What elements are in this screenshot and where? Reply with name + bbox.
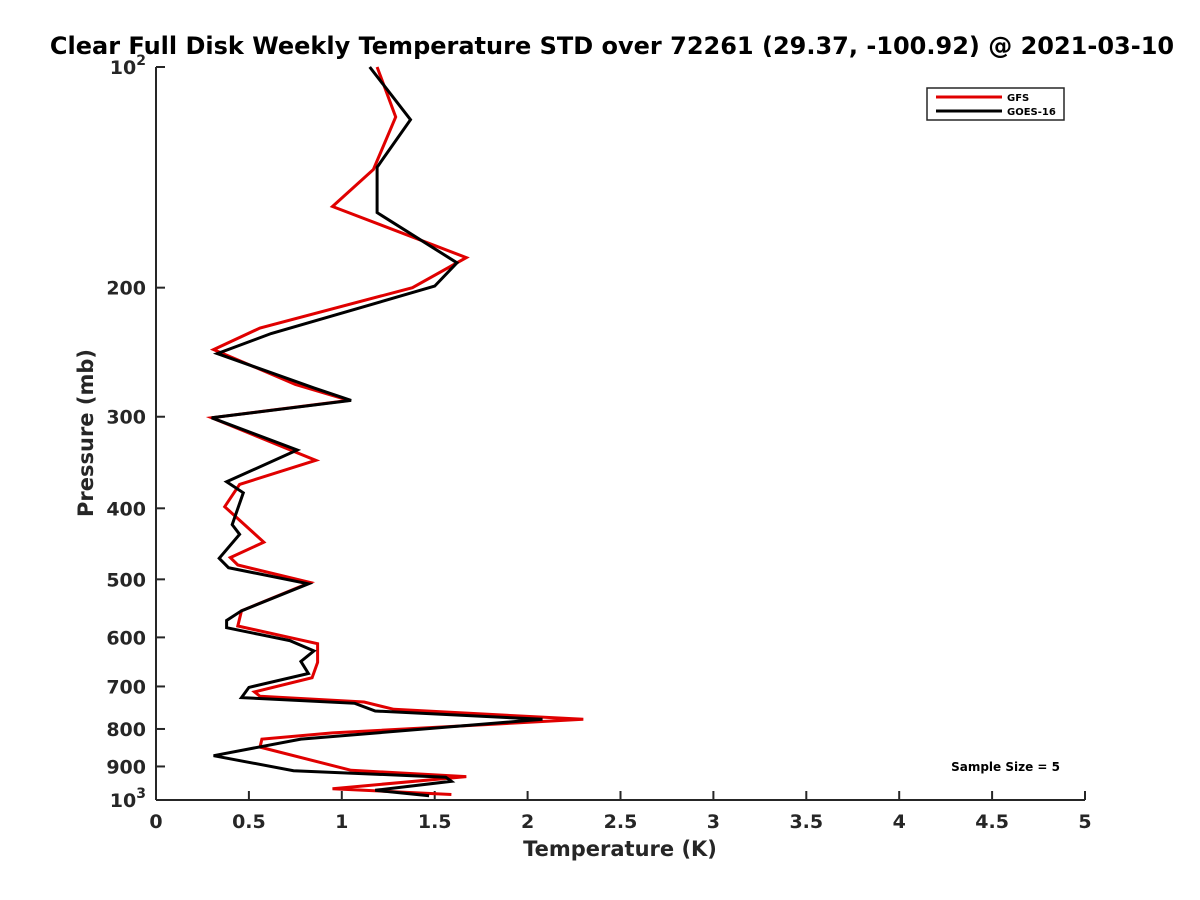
x-tick-label: 5 — [1078, 811, 1091, 833]
x-tick-label: 2.5 — [604, 811, 638, 833]
y-tick-label: 300 — [106, 407, 146, 429]
series-line-goes-16 — [211, 66, 543, 798]
sample-size-annotation: Sample Size = 5 — [951, 760, 1060, 774]
plot-area: 0 0.5 1 1.5 2 2.5 3 3.5 4 4.5 5 102 200 300 400 500 600 7… — [106, 53, 1091, 833]
y-axis-label: Pressure (mb) — [74, 349, 98, 517]
y-tick-label: 400 — [106, 498, 146, 520]
x-tick-label: 3.5 — [789, 811, 823, 833]
legend-label: GFS — [1007, 93, 1029, 104]
x-tick-label: 2 — [521, 811, 534, 833]
series-line-gfs — [205, 66, 584, 796]
y-tick-label: 200 — [106, 278, 146, 300]
y-tick-label: 103 — [110, 786, 146, 812]
y-tick-label: 700 — [106, 676, 146, 698]
x-tick-label: 1 — [335, 811, 348, 833]
y-tick-label: 102 — [110, 53, 146, 79]
y-tick-label: 600 — [106, 627, 146, 649]
legend-label: GOES-16 — [1007, 107, 1056, 118]
y-tick-label: 900 — [106, 756, 146, 778]
legend: GFS GOES-16 — [926, 87, 1065, 121]
x-tick-label: 3 — [707, 811, 720, 833]
x-tick-label: 0 — [149, 811, 162, 833]
x-axis-label: Temperature (K) — [523, 837, 717, 861]
legend-box — [926, 87, 1065, 121]
y-tick-label: 500 — [106, 569, 146, 591]
x-tick-label: 4.5 — [975, 811, 1009, 833]
x-tick-label: 1.5 — [418, 811, 452, 833]
x-tick-label: 0.5 — [232, 811, 266, 833]
chart-title: Clear Full Disk Weekly Temperature STD o… — [50, 32, 1174, 60]
x-tick-label: 4 — [893, 811, 906, 833]
y-tick-label: 800 — [106, 719, 146, 741]
